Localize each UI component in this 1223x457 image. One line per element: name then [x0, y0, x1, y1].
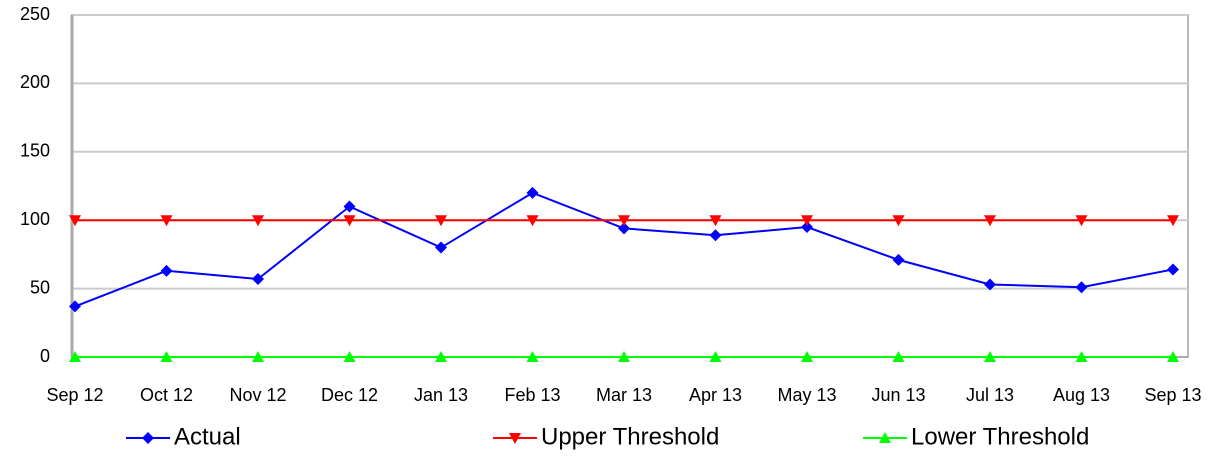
- data-point: [1075, 351, 1088, 362]
- data-point: [343, 351, 356, 362]
- data-point: [435, 351, 447, 362]
- legend-marker: [142, 432, 154, 444]
- data-point: [252, 215, 264, 227]
- data-point: [892, 215, 905, 227]
- x-tick-label: Apr 13: [689, 385, 742, 405]
- x-tick-label: Aug 13: [1053, 385, 1110, 405]
- y-tick-label: 50: [30, 277, 50, 297]
- x-tick-label: Dec 12: [321, 385, 378, 405]
- x-tick-label: Jul 13: [966, 385, 1014, 405]
- data-point: [252, 273, 264, 286]
- y-tick-label: 150: [20, 141, 50, 161]
- data-point: [984, 351, 996, 362]
- legend-marker: [879, 432, 891, 443]
- y-tick-label: 200: [20, 72, 50, 92]
- x-tick-label: May 13: [777, 385, 836, 405]
- data-point: [1075, 281, 1088, 294]
- data-point: [343, 200, 356, 213]
- y-tick-label: 0: [40, 346, 50, 366]
- data-point: [709, 229, 722, 242]
- data-point: [526, 351, 539, 362]
- data-point: [69, 351, 81, 362]
- x-tick-label: Jan 13: [414, 385, 468, 405]
- data-point: [343, 215, 356, 227]
- data-point: [892, 253, 905, 266]
- data-point: [709, 215, 722, 227]
- data-point: [984, 215, 996, 227]
- data-point: [526, 186, 539, 199]
- data-point: [252, 351, 264, 362]
- x-tick-label: Feb 13: [504, 385, 560, 405]
- x-tick-label: Jun 13: [871, 385, 925, 405]
- x-tick-label: Nov 12: [229, 385, 286, 405]
- data-point: [1167, 351, 1179, 362]
- data-point: [618, 222, 630, 235]
- data-point: [69, 300, 81, 313]
- y-tick-label: 100: [20, 209, 50, 229]
- data-point: [160, 264, 173, 277]
- data-point: [709, 351, 722, 362]
- data-point: [160, 351, 173, 362]
- x-tick-label: Oct 12: [140, 385, 193, 405]
- x-tick-label: Sep 12: [46, 385, 103, 405]
- data-point: [801, 215, 813, 227]
- data-point: [69, 215, 81, 227]
- data-point: [892, 351, 905, 362]
- data-point: [984, 278, 996, 291]
- x-tick-label: Mar 13: [596, 385, 652, 405]
- data-point: [435, 241, 447, 254]
- y-tick-label: 250: [20, 4, 50, 24]
- data-point: [618, 351, 630, 362]
- data-point: [435, 215, 447, 227]
- data-point: [1167, 215, 1179, 227]
- legend-label: Upper Threshold: [541, 423, 719, 450]
- legend-label: Actual: [174, 423, 241, 450]
- x-tick-label: Sep 13: [1144, 385, 1201, 405]
- legend-marker: [509, 433, 521, 444]
- data-point: [526, 215, 539, 227]
- data-point: [618, 215, 630, 227]
- plot-area: [71, 14, 1189, 358]
- legend-label: Lower Threshold: [911, 423, 1089, 450]
- data-point: [801, 351, 813, 362]
- data-point: [160, 215, 173, 227]
- data-point: [1167, 263, 1179, 276]
- data-point: [1075, 215, 1088, 227]
- data-point: [801, 221, 813, 234]
